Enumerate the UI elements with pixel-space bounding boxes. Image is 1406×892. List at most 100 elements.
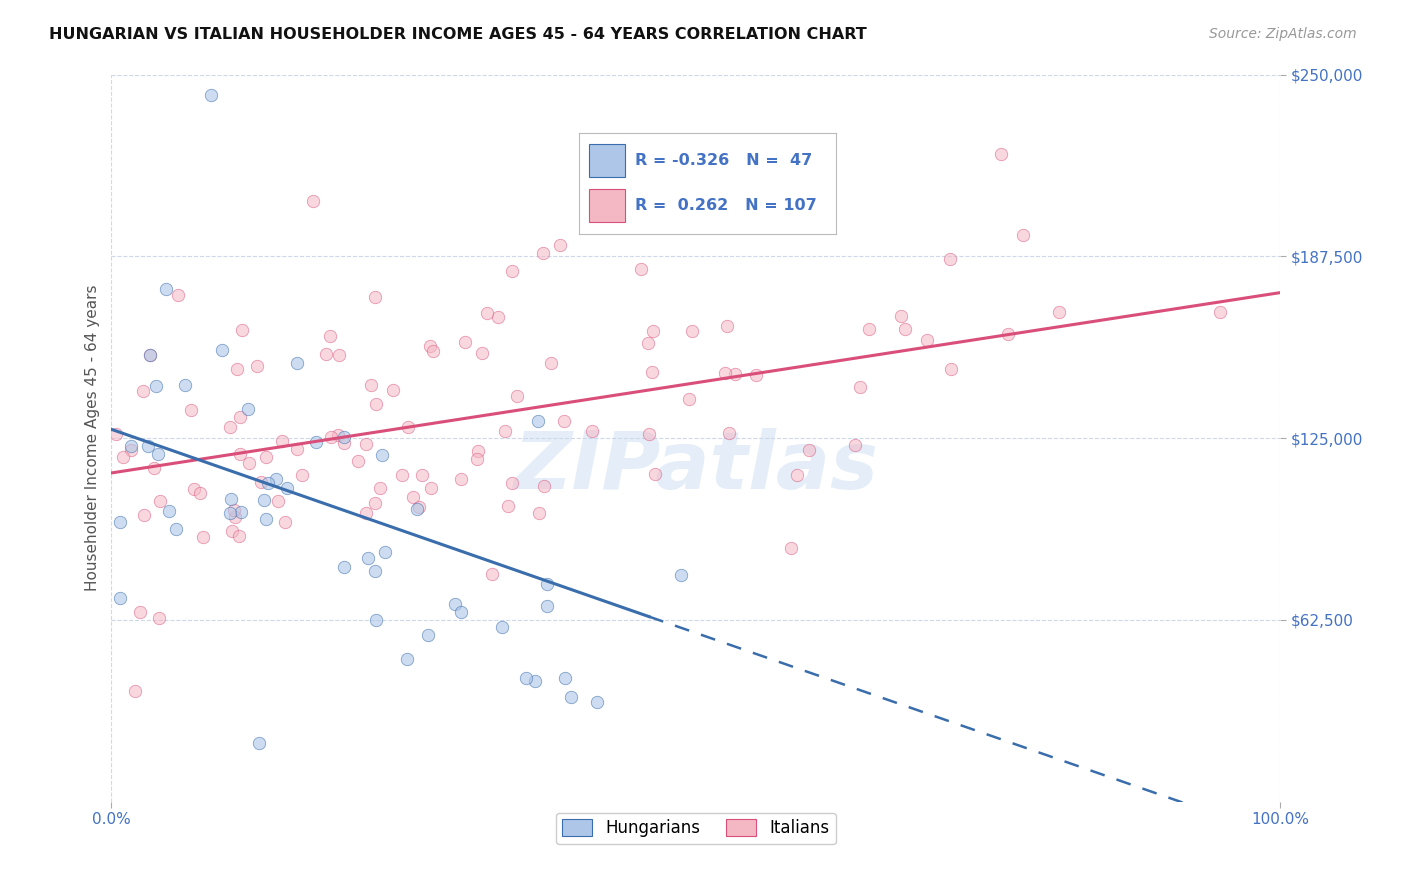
- Text: Source: ZipAtlas.com: Source: ZipAtlas.com: [1209, 27, 1357, 41]
- Point: [491, 620, 513, 634]
- Point: [1047, 304, 1070, 318]
- Point: [188, 485, 211, 500]
- Point: [285, 442, 308, 457]
- Point: [305, 434, 328, 449]
- Point: [138, 439, 160, 453]
- Point: [637, 335, 659, 350]
- Point: [481, 567, 503, 582]
- Point: [132, 508, 155, 523]
- Point: [471, 345, 494, 359]
- Point: [498, 499, 520, 513]
- Point: [848, 380, 870, 394]
- Point: [180, 402, 202, 417]
- Point: [224, 510, 246, 524]
- Point: [139, 348, 162, 362]
- Point: [139, 348, 162, 362]
- Point: [301, 194, 323, 208]
- Point: [644, 467, 666, 481]
- Point: [411, 467, 433, 482]
- Point: [347, 454, 370, 468]
- Point: [326, 428, 349, 442]
- Point: [364, 397, 387, 411]
- Point: [716, 318, 738, 333]
- Point: [381, 384, 404, 398]
- Point: [669, 567, 692, 582]
- Point: [226, 362, 249, 376]
- Point: [266, 472, 288, 486]
- Point: [938, 252, 960, 266]
- Point: [112, 450, 135, 464]
- Point: [422, 343, 444, 358]
- Point: [143, 460, 166, 475]
- Point: [328, 348, 350, 362]
- Point: [224, 502, 246, 516]
- Point: [360, 377, 382, 392]
- Point: [363, 496, 385, 510]
- Point: [678, 392, 700, 406]
- Point: [786, 468, 808, 483]
- Point: [467, 444, 489, 458]
- Point: [132, 384, 155, 398]
- Point: [990, 146, 1012, 161]
- Y-axis label: Householder Income Ages 45 - 64 years: Householder Income Ages 45 - 64 years: [86, 285, 100, 591]
- Point: [124, 684, 146, 698]
- Point: [166, 288, 188, 302]
- Point: [408, 500, 430, 515]
- Point: [581, 425, 603, 439]
- Point: [219, 506, 242, 520]
- Point: [997, 327, 1019, 342]
- Point: [405, 502, 427, 516]
- Point: [396, 420, 419, 434]
- Point: [465, 452, 488, 467]
- Point: [527, 506, 550, 520]
- Point: [420, 481, 443, 495]
- Point: [183, 482, 205, 496]
- Point: [120, 439, 142, 453]
- Point: [744, 368, 766, 382]
- Point: [374, 545, 396, 559]
- Point: [1012, 227, 1035, 242]
- Point: [274, 515, 297, 529]
- Point: [128, 605, 150, 619]
- Point: [536, 576, 558, 591]
- Point: [173, 377, 195, 392]
- Point: [586, 695, 609, 709]
- Point: [454, 334, 477, 349]
- Point: [533, 479, 555, 493]
- Point: [524, 673, 547, 688]
- Point: [267, 493, 290, 508]
- Point: [218, 420, 240, 434]
- Point: [155, 282, 177, 296]
- Point: [450, 472, 472, 486]
- Point: [531, 246, 554, 260]
- Point: [494, 425, 516, 439]
- Point: [402, 490, 425, 504]
- Point: [291, 467, 314, 482]
- Point: [354, 506, 377, 520]
- Point: [515, 671, 537, 685]
- Point: [364, 290, 387, 304]
- Point: [211, 343, 233, 358]
- Point: [419, 339, 441, 353]
- Point: [254, 450, 277, 464]
- Point: [193, 530, 215, 544]
- Point: [550, 238, 572, 252]
- Point: [630, 261, 652, 276]
- Point: [254, 512, 277, 526]
- Point: [229, 409, 252, 424]
- Point: [941, 362, 963, 376]
- Point: [396, 652, 419, 666]
- Point: [276, 481, 298, 495]
- Point: [560, 690, 582, 705]
- Point: [527, 414, 550, 428]
- Point: [553, 414, 575, 428]
- Point: [319, 329, 342, 343]
- Point: [148, 611, 170, 625]
- Point: [858, 322, 880, 336]
- Point: [416, 628, 439, 642]
- Point: [228, 529, 250, 543]
- Point: [718, 425, 741, 440]
- Point: [231, 505, 253, 519]
- Point: [356, 437, 378, 451]
- Point: [145, 378, 167, 392]
